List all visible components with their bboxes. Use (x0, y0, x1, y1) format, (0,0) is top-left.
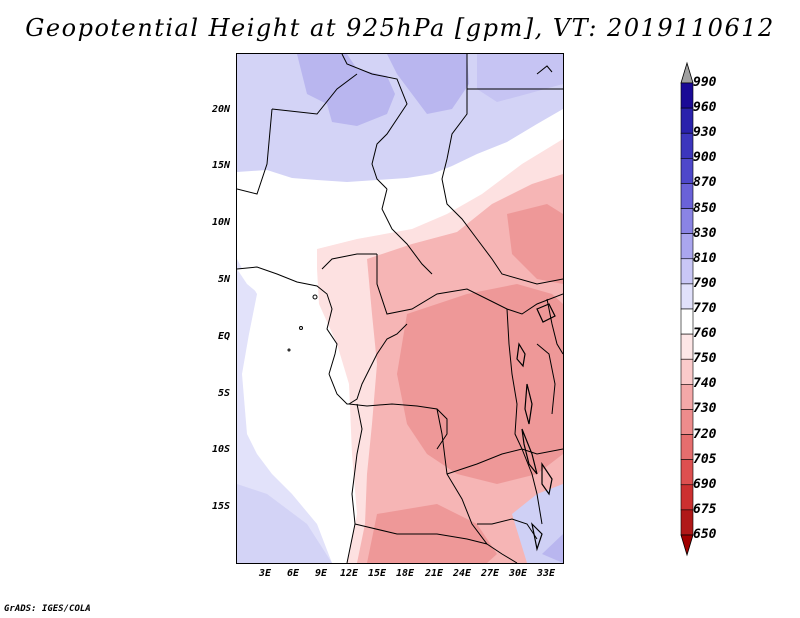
land-pink-dark (397, 284, 563, 484)
colorbar-top-triangle (680, 61, 694, 84)
country-borders (237, 54, 563, 563)
colorbar-segment (680, 283, 694, 310)
lon-label-33e: 33E (536, 568, 556, 579)
colorbar-label: 650 (693, 527, 717, 542)
colorbar-label: 790 (693, 275, 717, 291)
colorbar-segment (680, 459, 694, 486)
lon-label-30e: 30E (508, 568, 528, 579)
colorbar-label: 930 (693, 125, 717, 141)
lat-label-10s: 10S (211, 444, 230, 455)
colorbar-segment (680, 409, 694, 435)
colorbar-label: 960 (693, 100, 717, 116)
colorbar-segments (680, 61, 694, 557)
footer-credit: GrADS: IGES/COLA (4, 604, 91, 614)
colorbar-segment (680, 158, 694, 184)
colorbar-label: 675 (693, 501, 717, 517)
colorbar-segment (680, 358, 694, 385)
colorbar-label: 750 (693, 351, 717, 367)
colorbar-label: 760 (693, 326, 717, 342)
colorbar-segment (680, 509, 694, 536)
colorbar-label: 810 (693, 250, 717, 266)
colorbar-label: 830 (693, 225, 717, 241)
colorbar-segment (680, 82, 694, 109)
colorbar-segment (680, 107, 694, 134)
colorbar-label: 770 (693, 301, 717, 316)
colorbar-segment (680, 484, 694, 511)
lat-label-10n: 10N (211, 217, 230, 228)
lon-label-24e: 24E (452, 568, 472, 579)
colorbar-segment (680, 132, 694, 159)
colorbar-segment (680, 233, 694, 260)
colorbar (680, 61, 694, 557)
colorbar-segment (680, 183, 694, 209)
map-panel (236, 53, 564, 564)
colorbar-label: 720 (693, 426, 717, 442)
lat-label-20n: 20N (211, 104, 230, 115)
colorbar-segment (680, 308, 694, 335)
colorbar-label: 705 (693, 451, 717, 467)
colorbar-segment (680, 434, 694, 460)
colorbar-segment (680, 208, 694, 234)
colorbar-label: 850 (693, 200, 717, 216)
colorbar-segment (680, 258, 694, 285)
lat-label-5n: 5N (217, 274, 230, 285)
lon-label-15e: 15E (367, 568, 387, 579)
lat-label-5s: 5S (217, 388, 230, 399)
lon-label-12e: 12E (339, 568, 359, 579)
colorbar-label: 730 (693, 401, 717, 417)
lon-label-6e: 6E (286, 568, 300, 579)
lon-label-3e: 3E (258, 568, 272, 579)
colorbar-bottom-triangle (680, 534, 694, 557)
lon-label-21e: 21E (424, 568, 444, 579)
colorbar-label: 990 (693, 75, 717, 90)
lat-label-15s: 15S (211, 501, 230, 512)
colorbar-label: 870 (693, 175, 717, 191)
north-dark-patch (297, 54, 395, 126)
lon-label-27e: 27E (480, 568, 500, 579)
colorbar-label: 900 (693, 150, 717, 166)
colorbar-label: 740 (693, 376, 717, 392)
colorbar-label: 690 (693, 476, 717, 492)
lat-label-15n: 15N (211, 160, 230, 171)
chart-title: Geopotential Height at 925hPa [gpm], VT:… (25, 14, 775, 42)
ocean-blue-region (237, 172, 332, 563)
geopotential-field (237, 54, 563, 563)
lon-label-9e: 9E (314, 568, 328, 579)
se-blue-region (512, 484, 563, 563)
colorbar-segment (680, 333, 694, 360)
lon-label-18e: 18E (395, 568, 415, 579)
lat-label-eq: EQ (217, 331, 230, 342)
colorbar-segment (680, 384, 694, 410)
